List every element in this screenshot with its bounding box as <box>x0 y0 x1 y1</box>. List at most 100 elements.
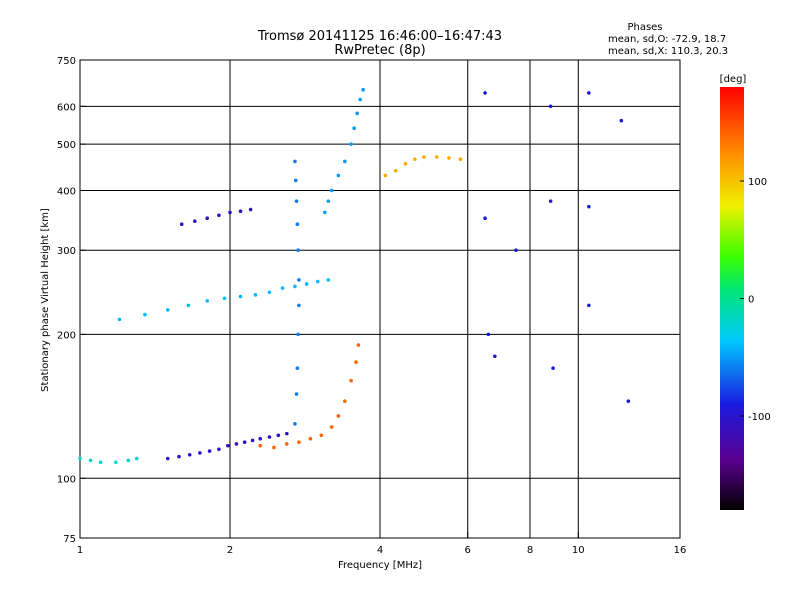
data-point <box>222 296 227 301</box>
x-tick-label: 4 <box>377 545 383 556</box>
y-tick-label: 200 <box>57 330 76 341</box>
data-point <box>486 332 491 337</box>
data-point <box>284 431 289 436</box>
data-point <box>186 303 191 308</box>
data-point <box>134 456 139 461</box>
data-point <box>413 157 417 162</box>
series <box>165 431 289 461</box>
data-point <box>238 209 243 214</box>
data-point <box>297 303 301 308</box>
data-point <box>343 399 347 403</box>
data-point <box>319 433 324 438</box>
data-point <box>143 312 147 317</box>
data-point <box>198 451 202 455</box>
x-tick-label: 1 <box>77 545 83 556</box>
colorbar-label: [deg] <box>720 74 747 85</box>
data-point <box>343 159 347 164</box>
data-point <box>483 216 487 221</box>
data-point <box>403 161 408 166</box>
data-point <box>336 414 341 418</box>
y-axis-label: Stationary phase Virtual Height [km] <box>40 208 51 392</box>
data-point <box>493 354 497 359</box>
y-tick-label: 300 <box>57 246 76 257</box>
data-point <box>308 436 313 441</box>
data-point <box>349 142 353 146</box>
data-point <box>355 111 359 116</box>
y-tick-label: 600 <box>57 102 76 113</box>
data-point <box>258 436 263 441</box>
data-point <box>238 294 243 299</box>
data-point <box>293 422 297 426</box>
chart-subtitle: RwPretec (8p) <box>334 43 425 58</box>
data-point <box>217 213 221 218</box>
data-point <box>329 188 334 193</box>
data-point <box>179 222 184 227</box>
phase-stats-heading: Phases <box>627 22 662 33</box>
phase-stats-x: mean, sd,X: 110.3, 20.3 <box>608 46 728 57</box>
x-tick-label: 8 <box>527 545 533 556</box>
data-point <box>165 308 170 312</box>
data-point <box>626 399 631 403</box>
series <box>483 91 631 403</box>
x-tick-label: 10 <box>572 545 585 556</box>
data-point <box>548 199 553 203</box>
plot-area: 1 2 4 6 8 10 16 75 100 200 300 400 500 600 750 <box>57 56 686 556</box>
data-point <box>458 157 463 162</box>
data-point <box>297 440 301 444</box>
data-point <box>98 460 103 465</box>
data-point <box>295 366 300 370</box>
data-point <box>295 222 300 227</box>
data-point <box>114 460 118 465</box>
data-point <box>267 435 272 439</box>
data-point <box>361 87 365 92</box>
data-point <box>587 204 591 209</box>
colorbar-tick-label: 0 <box>748 295 754 306</box>
data-point <box>276 433 281 438</box>
data-point <box>280 286 285 290</box>
data-point <box>272 445 276 450</box>
data-point <box>326 199 331 203</box>
data-point <box>514 248 518 253</box>
data-point <box>293 284 297 289</box>
x-tick-label: 6 <box>465 545 471 556</box>
data-point <box>296 248 300 253</box>
data-point <box>296 332 300 337</box>
series <box>383 155 463 178</box>
data-point <box>297 278 301 282</box>
data-point <box>356 343 361 347</box>
data-point <box>228 210 232 215</box>
data-point <box>242 440 247 444</box>
series <box>179 207 253 227</box>
series <box>78 456 139 465</box>
data-point <box>267 290 272 295</box>
data-point <box>349 378 353 383</box>
data-point <box>304 282 309 286</box>
data-point <box>329 425 334 429</box>
data-point <box>234 442 239 446</box>
data-point <box>117 317 122 322</box>
data-point <box>284 442 289 446</box>
data-point <box>205 299 209 303</box>
data-point <box>352 126 356 130</box>
data-points <box>78 87 631 465</box>
gridlines <box>80 60 680 538</box>
colorbar: [deg] 100 0 -100 <box>720 74 771 510</box>
phase-stats-o: mean, sd,O: -72.9, 18.7 <box>608 34 726 45</box>
data-point <box>217 447 221 452</box>
data-point <box>293 159 297 164</box>
data-point <box>422 155 426 159</box>
data-point <box>226 443 230 448</box>
y-tick-label: 75 <box>63 534 76 545</box>
data-point <box>88 458 93 463</box>
chart-title: Tromsø 20141125 16:46:00–16:47:43 <box>257 29 502 44</box>
series <box>258 343 361 450</box>
series <box>323 87 365 215</box>
data-point <box>207 449 212 453</box>
data-point <box>587 303 591 308</box>
data-point <box>205 216 209 221</box>
colorbar-tick-label: -100 <box>748 412 771 423</box>
data-point <box>248 207 253 212</box>
y-tick-label: 100 <box>57 474 76 485</box>
x-tick-label: 16 <box>674 545 687 556</box>
